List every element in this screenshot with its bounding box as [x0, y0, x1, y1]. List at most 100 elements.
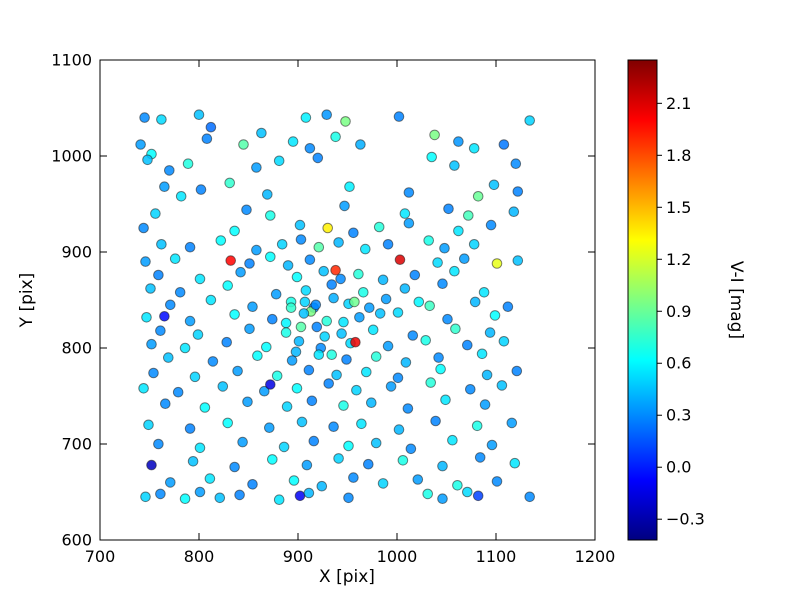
scatter-point: [256, 127, 267, 139]
scatter-point: [437, 493, 448, 505]
scatter-point: [295, 234, 307, 245]
scatter-point: [474, 452, 486, 463]
scatter-point: [322, 222, 334, 234]
scatter-point: [174, 287, 186, 298]
scatter-point: [160, 398, 171, 410]
scatter-point: [306, 395, 318, 407]
scatter-point: [163, 352, 174, 363]
scatter-point: [377, 478, 389, 489]
scatter-point: [311, 321, 323, 333]
colorbar-tick-label: 1.5: [666, 198, 691, 217]
scatter-point: [348, 472, 359, 483]
scatter-point: [301, 459, 313, 471]
scatter-point: [291, 271, 303, 283]
scatter-point: [496, 380, 508, 391]
scatter-point: [478, 287, 490, 298]
colorbar-tick-label: 1.2: [666, 250, 691, 269]
scatter-point: [278, 441, 290, 453]
scatter-point: [382, 239, 394, 250]
scatter-point: [286, 355, 298, 366]
scatter-point: [405, 443, 417, 455]
scatter-point: [442, 313, 453, 325]
scatter-point: [304, 143, 316, 154]
scatter-point: [251, 162, 262, 173]
scatter-point: [316, 480, 328, 492]
scatter-point: [343, 492, 354, 504]
x-axis: 700 800 900 1000 1100 1200: [85, 60, 615, 566]
scatter-point: [373, 221, 385, 233]
scatter-point: [491, 258, 503, 269]
scatter-point: [367, 324, 379, 336]
scatter-point: [140, 256, 151, 267]
scatter-point: [319, 331, 331, 342]
scatter-point: [189, 371, 201, 383]
x-tick-label: 900: [283, 547, 314, 566]
scatter-point: [300, 112, 312, 123]
colorbar-tick-label: 2.1: [666, 94, 691, 113]
scatter-point: [392, 307, 404, 318]
y-tick-label: 600: [61, 531, 92, 550]
scatter-point: [199, 402, 211, 413]
scatter-point: [424, 300, 436, 312]
scatter-point: [192, 329, 204, 340]
scatter-point: [237, 436, 248, 448]
scatter-point: [194, 486, 206, 498]
colorbar-tick-label: 1.8: [666, 146, 691, 165]
scatter-point: [304, 254, 316, 266]
scatter-point: [139, 112, 150, 123]
scatter-point: [485, 219, 497, 231]
scatter-point: [360, 243, 371, 255]
scatter-point: [285, 302, 297, 314]
scatter-point: [138, 383, 149, 394]
scatter-point: [207, 356, 219, 367]
scatter-point: [282, 260, 294, 271]
y-tick-label: 1000: [51, 147, 92, 166]
scatter-point: [510, 158, 522, 169]
scatter-point: [229, 309, 240, 320]
scatter-point: [502, 301, 514, 313]
scatter-point: [267, 454, 278, 465]
scatter-point: [512, 186, 524, 197]
scatter-point: [356, 418, 367, 430]
scatter-point: [194, 442, 206, 454]
scatter-point: [205, 121, 217, 133]
scatter-point: [432, 257, 443, 268]
scatter-point: [439, 242, 450, 254]
scatter-point: [508, 206, 520, 217]
scatter-point: [326, 279, 338, 290]
scatter-point: [135, 139, 146, 150]
scatter-point: [247, 479, 258, 490]
scatter-point: [323, 378, 335, 389]
scatter-point: [498, 336, 510, 347]
scatter-point: [469, 296, 481, 308]
scatter-point: [312, 152, 324, 164]
scatter-point: [471, 420, 483, 432]
scatter-point: [399, 208, 411, 219]
scatter-point: [303, 487, 315, 499]
scatter-point: [402, 403, 414, 414]
scatter-point: [453, 136, 464, 147]
scatter-point: [443, 203, 454, 215]
scatter-point: [172, 386, 184, 398]
scatter-point: [138, 222, 149, 234]
scatter-point: [159, 311, 170, 322]
plot-border: [99, 59, 596, 541]
scatter-point: [349, 296, 360, 308]
scatter-point: [264, 422, 275, 434]
scatter-point: [333, 237, 344, 248]
scatter-point: [481, 369, 493, 381]
y-tick-label: 900: [61, 243, 92, 262]
scatter-point: [484, 327, 496, 338]
scatter-point: [429, 129, 440, 141]
colorbar-tick-label: 0.9: [666, 302, 691, 321]
scatter-point: [244, 323, 255, 335]
y-axis-label: Y [pix]: [17, 272, 37, 328]
scatter-point: [267, 313, 278, 325]
scatter-point: [479, 399, 491, 410]
colorbar-label: V-I [mag]: [726, 260, 746, 340]
scatter-point: [343, 440, 354, 452]
scatter-point: [433, 352, 444, 363]
scatter-point: [150, 208, 161, 219]
scatter-points: [135, 109, 536, 506]
